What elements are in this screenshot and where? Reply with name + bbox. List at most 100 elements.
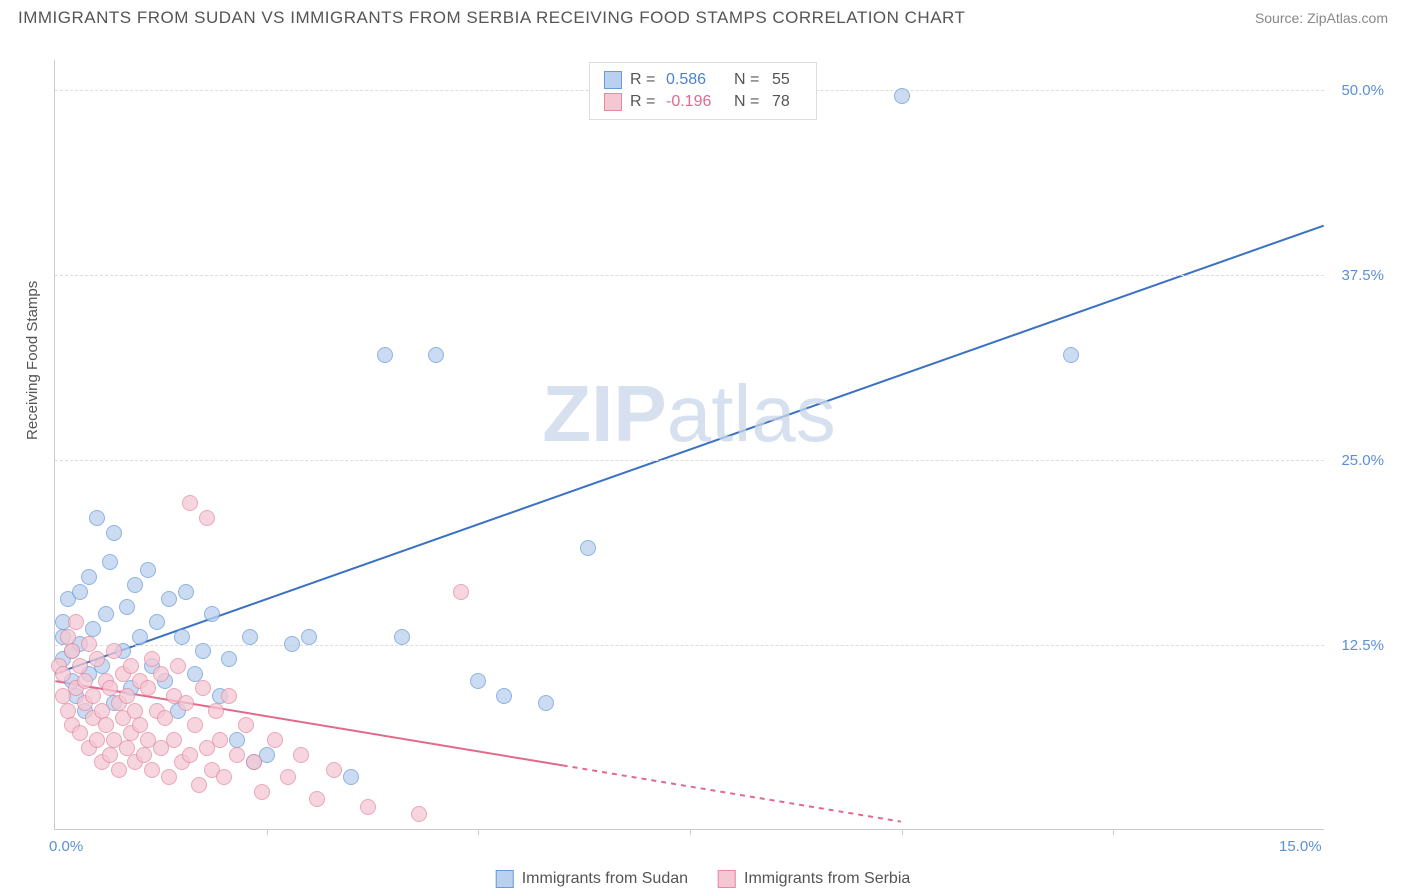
legend-swatch	[604, 71, 622, 89]
scatter-point-serbia	[119, 740, 135, 756]
scatter-point-sudan	[102, 554, 118, 570]
gridline-h	[55, 275, 1324, 276]
scatter-point-sudan	[98, 606, 114, 622]
scatter-point-serbia	[55, 666, 71, 682]
scatter-point-sudan	[470, 673, 486, 689]
scatter-point-serbia	[178, 695, 194, 711]
x-minor-tick	[690, 829, 691, 835]
legend-swatch	[604, 93, 622, 111]
scatter-point-serbia	[170, 658, 186, 674]
scatter-point-sudan	[428, 347, 444, 363]
scatter-point-serbia	[229, 747, 245, 763]
scatter-point-serbia	[293, 747, 309, 763]
scatter-point-serbia	[195, 680, 211, 696]
scatter-point-serbia	[72, 658, 88, 674]
x-minor-tick	[902, 829, 903, 835]
legend-r-label: R =	[630, 93, 658, 111]
scatter-point-serbia	[140, 680, 156, 696]
scatter-point-serbia	[98, 717, 114, 733]
scatter-point-sudan	[85, 621, 101, 637]
y-tick-label: 12.5%	[1341, 637, 1384, 654]
scatter-point-sudan	[81, 569, 97, 585]
scatter-point-serbia	[94, 703, 110, 719]
scatter-point-serbia	[191, 777, 207, 793]
x-minor-tick	[267, 829, 268, 835]
chart-container: 12.5%25.0%37.5%50.0%0.0%15.0% ZIPatlas	[54, 60, 1324, 830]
scatter-point-serbia	[246, 754, 262, 770]
scatter-point-serbia	[199, 510, 215, 526]
scatter-point-serbia	[106, 643, 122, 659]
scatter-point-sudan	[343, 769, 359, 785]
scatter-point-sudan	[242, 629, 258, 645]
scatter-point-sudan	[394, 629, 410, 645]
scatter-point-serbia	[89, 651, 105, 667]
y-tick-label: 25.0%	[1341, 452, 1384, 469]
scatter-point-serbia	[161, 769, 177, 785]
y-tick-label: 37.5%	[1341, 267, 1384, 284]
scatter-point-serbia	[111, 762, 127, 778]
x-minor-tick	[478, 829, 479, 835]
scatter-point-sudan	[204, 606, 220, 622]
legend-swatch	[496, 870, 514, 888]
scatter-point-serbia	[216, 769, 232, 785]
scatter-point-serbia	[208, 703, 224, 719]
scatter-point-serbia	[81, 636, 97, 652]
scatter-point-sudan	[221, 651, 237, 667]
gridline-h	[55, 645, 1324, 646]
scatter-point-sudan	[580, 540, 596, 556]
scatter-point-serbia	[72, 725, 88, 741]
chart-title: IMMIGRANTS FROM SUDAN VS IMMIGRANTS FROM…	[18, 8, 965, 28]
scatter-point-serbia	[77, 673, 93, 689]
legend-series-label: Immigrants from Sudan	[522, 870, 688, 888]
scatter-point-sudan	[229, 732, 245, 748]
scatter-point-serbia	[254, 784, 270, 800]
scatter-point-serbia	[187, 717, 203, 733]
scatter-point-serbia	[136, 747, 152, 763]
scatter-point-sudan	[119, 599, 135, 615]
gridline-h	[55, 460, 1324, 461]
scatter-point-serbia	[182, 747, 198, 763]
legend-correlation-row: R = -0.196 N = 78	[604, 91, 802, 113]
scatter-point-sudan	[377, 347, 393, 363]
legend-r-label: R =	[630, 71, 658, 89]
legend-n-label: N =	[734, 93, 764, 111]
scatter-point-serbia	[360, 799, 376, 815]
scatter-point-sudan	[140, 562, 156, 578]
scatter-point-sudan	[127, 577, 143, 593]
scatter-point-serbia	[267, 732, 283, 748]
scatter-point-sudan	[301, 629, 317, 645]
scatter-point-serbia	[280, 769, 296, 785]
scatter-point-sudan	[538, 695, 554, 711]
scatter-point-sudan	[149, 614, 165, 630]
scatter-point-serbia	[85, 688, 101, 704]
y-tick-label: 50.0%	[1341, 82, 1384, 99]
scatter-point-sudan	[174, 629, 190, 645]
legend-n-value: 55	[772, 71, 802, 89]
scatter-point-serbia	[182, 495, 198, 511]
legend-n-value: 78	[772, 93, 802, 111]
scatter-point-sudan	[195, 643, 211, 659]
legend-series-label: Immigrants from Serbia	[744, 870, 910, 888]
scatter-point-serbia	[166, 732, 182, 748]
scatter-point-serbia	[123, 658, 139, 674]
legend-r-value: 0.586	[666, 71, 726, 89]
scatter-point-serbia	[60, 629, 76, 645]
scatter-point-serbia	[89, 732, 105, 748]
legend-series-item: Immigrants from Sudan	[496, 870, 688, 888]
legend-r-value: -0.196	[666, 93, 726, 111]
scatter-point-serbia	[102, 747, 118, 763]
x-tick-label: 15.0%	[1279, 838, 1322, 855]
x-minor-tick	[1113, 829, 1114, 835]
scatter-point-serbia	[60, 703, 76, 719]
scatter-point-serbia	[68, 614, 84, 630]
regression-lines	[55, 60, 1324, 829]
source-attribution: Source: ZipAtlas.com	[1255, 10, 1388, 26]
scatter-point-serbia	[238, 717, 254, 733]
scatter-point-serbia	[127, 703, 143, 719]
scatter-point-sudan	[106, 525, 122, 541]
scatter-point-sudan	[72, 584, 88, 600]
scatter-point-serbia	[157, 710, 173, 726]
legend-correlation-row: R = 0.586 N = 55	[604, 69, 802, 91]
x-tick-label: 0.0%	[49, 838, 83, 855]
legend-series-item: Immigrants from Serbia	[718, 870, 910, 888]
